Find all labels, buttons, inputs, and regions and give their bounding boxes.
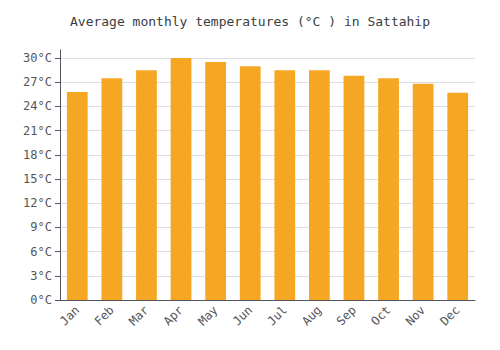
svg-text:Apr: Apr bbox=[161, 303, 186, 328]
svg-text:21°C: 21°C bbox=[23, 124, 52, 138]
svg-text:Oct: Oct bbox=[368, 303, 393, 328]
svg-text:Mar: Mar bbox=[126, 303, 151, 328]
svg-text:3°C: 3°C bbox=[30, 269, 52, 283]
svg-text:30°C: 30°C bbox=[23, 51, 52, 65]
svg-text:Jun: Jun bbox=[230, 303, 255, 328]
svg-text:0°C: 0°C bbox=[30, 293, 52, 307]
svg-text:27°C: 27°C bbox=[23, 75, 52, 89]
svg-text:Average monthly temperatures (: Average monthly temperatures (°C ) in Sa… bbox=[70, 14, 430, 29]
svg-text:Nov: Nov bbox=[403, 303, 428, 328]
svg-text:24°C: 24°C bbox=[23, 99, 52, 113]
svg-text:15°C: 15°C bbox=[23, 172, 52, 186]
svg-text:18°C: 18°C bbox=[23, 148, 52, 162]
svg-text:6°C: 6°C bbox=[30, 245, 52, 259]
svg-text:12°C: 12°C bbox=[23, 196, 52, 210]
svg-text:Dec: Dec bbox=[437, 303, 462, 328]
svg-text:Feb: Feb bbox=[92, 303, 117, 328]
svg-text:Sep: Sep bbox=[334, 303, 359, 328]
svg-text:May: May bbox=[195, 303, 220, 328]
svg-text:Aug: Aug bbox=[299, 303, 324, 328]
svg-text:Jan: Jan bbox=[57, 303, 82, 328]
svg-text:Jul: Jul bbox=[265, 303, 290, 328]
svg-text:9°C: 9°C bbox=[30, 220, 52, 234]
